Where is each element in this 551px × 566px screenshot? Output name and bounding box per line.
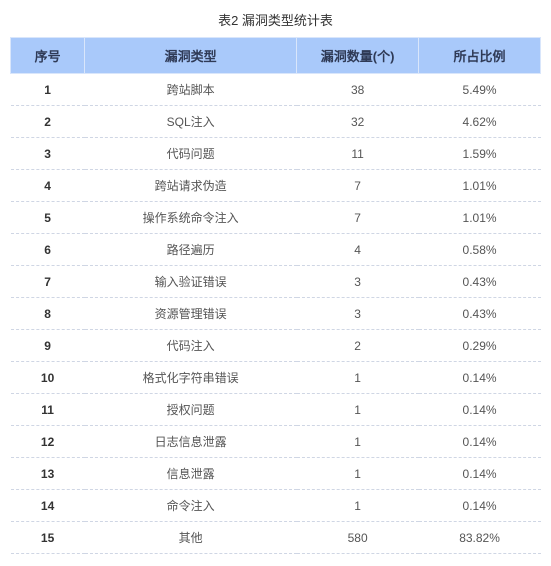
- cell-type: 操作系统命令注入: [85, 202, 297, 234]
- cell-type: SQL注入: [85, 106, 297, 138]
- cell-ratio: 1.01%: [419, 170, 541, 202]
- table-row: 3代码问题111.59%: [11, 138, 541, 170]
- cell-ratio: 0.14%: [419, 426, 541, 458]
- cell-index: 9: [11, 330, 85, 362]
- table-header-row: 序号 漏洞类型 漏洞数量(个) 所占比例: [11, 38, 541, 74]
- cell-index: 5: [11, 202, 85, 234]
- cell-count: 580: [297, 522, 419, 554]
- table-row: 6路径遍历40.58%: [11, 234, 541, 266]
- cell-type: 格式化字符串错误: [85, 362, 297, 394]
- table-row: 13信息泄露10.14%: [11, 458, 541, 490]
- cell-ratio: 0.14%: [419, 362, 541, 394]
- cell-index: 1: [11, 74, 85, 106]
- cell-ratio: 0.58%: [419, 234, 541, 266]
- cell-type: 跨站请求伪造: [85, 170, 297, 202]
- cell-count: 4: [297, 234, 419, 266]
- cell-count: 38: [297, 74, 419, 106]
- cell-type: 命令注入: [85, 490, 297, 522]
- cell-count: 2: [297, 330, 419, 362]
- table-row: 2SQL注入324.62%: [11, 106, 541, 138]
- col-header-index: 序号: [11, 38, 85, 74]
- cell-ratio: 0.43%: [419, 298, 541, 330]
- cell-count: 3: [297, 266, 419, 298]
- cell-type: 日志信息泄露: [85, 426, 297, 458]
- cell-ratio: 0.14%: [419, 490, 541, 522]
- table-row: 1跨站脚本385.49%: [11, 74, 541, 106]
- cell-index: 13: [11, 458, 85, 490]
- cell-ratio: 1.59%: [419, 138, 541, 170]
- cell-ratio: 0.14%: [419, 458, 541, 490]
- col-header-count: 漏洞数量(个): [297, 38, 419, 74]
- cell-ratio: 0.14%: [419, 394, 541, 426]
- cell-index: 10: [11, 362, 85, 394]
- cell-index: 7: [11, 266, 85, 298]
- table-row: 7输入验证错误30.43%: [11, 266, 541, 298]
- table-row: 11授权问题10.14%: [11, 394, 541, 426]
- table-row: 8资源管理错误30.43%: [11, 298, 541, 330]
- cell-ratio: 5.49%: [419, 74, 541, 106]
- table-row: 9代码注入20.29%: [11, 330, 541, 362]
- cell-count: 1: [297, 490, 419, 522]
- cell-count: 1: [297, 362, 419, 394]
- cell-type: 跨站脚本: [85, 74, 297, 106]
- table-row: 14命令注入10.14%: [11, 490, 541, 522]
- cell-index: 3: [11, 138, 85, 170]
- cell-ratio: 83.82%: [419, 522, 541, 554]
- cell-type: 路径遍历: [85, 234, 297, 266]
- table-row: 15其他58083.82%: [11, 522, 541, 554]
- cell-ratio: 1.01%: [419, 202, 541, 234]
- vuln-type-table: 序号 漏洞类型 漏洞数量(个) 所占比例 1跨站脚本385.49% 2SQL注入…: [10, 37, 541, 554]
- table-row: 10格式化字符串错误10.14%: [11, 362, 541, 394]
- cell-count: 1: [297, 458, 419, 490]
- table-row: 4跨站请求伪造71.01%: [11, 170, 541, 202]
- cell-count: 11: [297, 138, 419, 170]
- cell-type: 其他: [85, 522, 297, 554]
- col-header-type: 漏洞类型: [85, 38, 297, 74]
- table-caption: 表2 漏洞类型统计表: [10, 6, 541, 37]
- cell-count: 1: [297, 426, 419, 458]
- cell-ratio: 4.62%: [419, 106, 541, 138]
- cell-index: 12: [11, 426, 85, 458]
- cell-ratio: 0.29%: [419, 330, 541, 362]
- cell-count: 32: [297, 106, 419, 138]
- cell-type: 信息泄露: [85, 458, 297, 490]
- cell-count: 3: [297, 298, 419, 330]
- cell-ratio: 0.43%: [419, 266, 541, 298]
- table-row: 5操作系统命令注入71.01%: [11, 202, 541, 234]
- cell-index: 11: [11, 394, 85, 426]
- col-header-ratio: 所占比例: [419, 38, 541, 74]
- cell-count: 7: [297, 170, 419, 202]
- table-container: 表2 漏洞类型统计表 序号 漏洞类型 漏洞数量(个) 所占比例 1跨站脚本385…: [0, 0, 551, 566]
- cell-index: 15: [11, 522, 85, 554]
- cell-count: 7: [297, 202, 419, 234]
- cell-index: 6: [11, 234, 85, 266]
- cell-index: 4: [11, 170, 85, 202]
- cell-index: 2: [11, 106, 85, 138]
- cell-type: 代码注入: [85, 330, 297, 362]
- cell-type: 代码问题: [85, 138, 297, 170]
- cell-index: 8: [11, 298, 85, 330]
- cell-type: 输入验证错误: [85, 266, 297, 298]
- cell-index: 14: [11, 490, 85, 522]
- cell-type: 授权问题: [85, 394, 297, 426]
- table-body: 1跨站脚本385.49% 2SQL注入324.62% 3代码问题111.59% …: [11, 74, 541, 554]
- cell-count: 1: [297, 394, 419, 426]
- table-row: 12日志信息泄露10.14%: [11, 426, 541, 458]
- cell-type: 资源管理错误: [85, 298, 297, 330]
